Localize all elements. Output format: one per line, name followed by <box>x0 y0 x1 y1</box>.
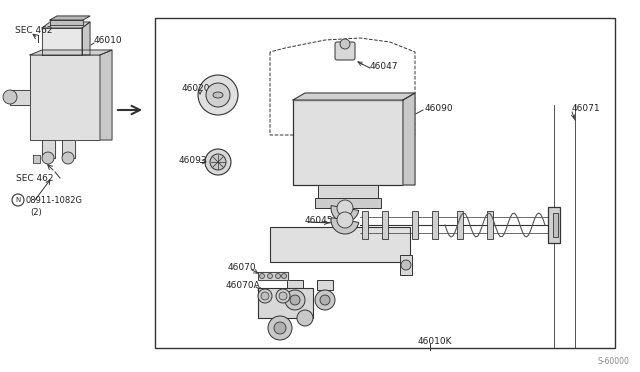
Bar <box>553 213 558 237</box>
Text: 46010K: 46010K <box>418 337 452 346</box>
Polygon shape <box>258 272 288 280</box>
Circle shape <box>285 290 305 310</box>
Circle shape <box>274 322 286 334</box>
Circle shape <box>62 152 74 164</box>
Circle shape <box>261 292 269 300</box>
Circle shape <box>258 289 272 303</box>
Circle shape <box>268 273 273 279</box>
Text: 46045: 46045 <box>330 201 358 209</box>
Polygon shape <box>42 140 55 158</box>
Circle shape <box>3 90 17 104</box>
Polygon shape <box>100 50 112 140</box>
Bar <box>412 211 418 239</box>
Wedge shape <box>331 206 359 222</box>
Polygon shape <box>30 55 100 140</box>
Text: 46071: 46071 <box>572 103 600 112</box>
Bar <box>270 227 410 262</box>
Polygon shape <box>50 16 90 20</box>
Text: S-60000: S-60000 <box>598 357 630 366</box>
Text: 46070A: 46070A <box>226 280 260 289</box>
Bar <box>548 207 560 243</box>
Text: (2): (2) <box>30 208 42 217</box>
Polygon shape <box>82 22 90 55</box>
Text: N: N <box>15 197 20 203</box>
Polygon shape <box>33 155 40 163</box>
Bar <box>487 211 493 239</box>
Text: 46045: 46045 <box>305 215 333 224</box>
Text: 46047: 46047 <box>370 61 399 71</box>
Circle shape <box>282 273 287 279</box>
Bar <box>362 211 368 239</box>
Polygon shape <box>403 93 415 185</box>
Circle shape <box>279 292 287 300</box>
Text: SEC 462: SEC 462 <box>15 26 52 35</box>
Circle shape <box>337 200 353 216</box>
Bar <box>457 211 463 239</box>
Circle shape <box>276 289 290 303</box>
Bar <box>287 280 303 290</box>
Bar <box>317 280 333 290</box>
Polygon shape <box>62 140 75 158</box>
Text: 46093: 46093 <box>179 155 207 164</box>
Circle shape <box>290 295 300 305</box>
Bar <box>382 211 388 239</box>
Circle shape <box>268 316 292 340</box>
Circle shape <box>297 310 313 326</box>
Circle shape <box>205 149 231 175</box>
Polygon shape <box>318 185 378 200</box>
Text: 46020: 46020 <box>182 83 211 93</box>
Circle shape <box>275 273 280 279</box>
Circle shape <box>259 273 264 279</box>
Ellipse shape <box>213 92 223 98</box>
Circle shape <box>315 290 335 310</box>
Circle shape <box>42 152 54 164</box>
Bar <box>315 198 381 208</box>
Circle shape <box>401 260 411 270</box>
Circle shape <box>198 75 238 115</box>
Bar <box>432 211 438 239</box>
Bar <box>293 100 403 185</box>
Polygon shape <box>42 22 90 28</box>
Text: 46010: 46010 <box>94 35 123 45</box>
Polygon shape <box>10 90 30 105</box>
Wedge shape <box>331 218 359 234</box>
Bar <box>400 255 412 275</box>
Polygon shape <box>42 28 82 55</box>
Circle shape <box>320 295 330 305</box>
Polygon shape <box>50 20 83 25</box>
Polygon shape <box>293 93 415 100</box>
Polygon shape <box>30 50 112 55</box>
Bar <box>258 288 313 318</box>
Bar <box>155 18 615 348</box>
Circle shape <box>210 154 226 170</box>
Text: SEC 462: SEC 462 <box>16 173 54 183</box>
Text: 46070: 46070 <box>228 263 257 273</box>
Text: 46090: 46090 <box>425 103 454 112</box>
Circle shape <box>340 39 350 49</box>
Circle shape <box>206 83 230 107</box>
FancyBboxPatch shape <box>335 42 355 60</box>
Text: 08911-1082G: 08911-1082G <box>25 196 82 205</box>
Circle shape <box>337 212 353 228</box>
